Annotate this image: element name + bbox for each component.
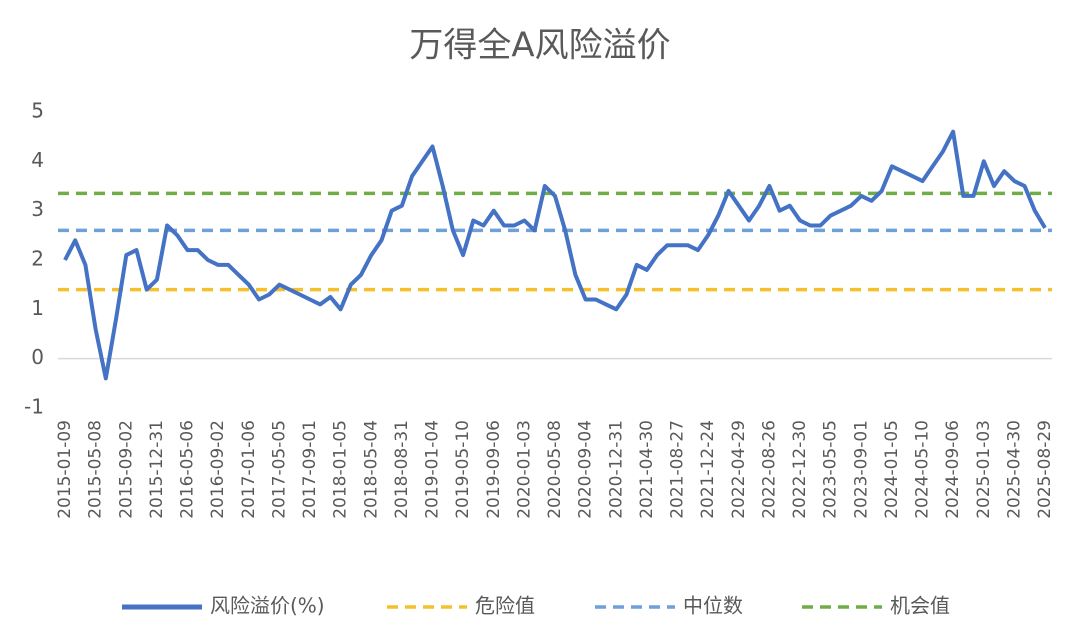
x-tick-label: 2020-09-04: [576, 420, 596, 519]
x-tick-label: 2020-12-31: [606, 420, 626, 519]
x-tick-label: 2016-05-06: [178, 420, 198, 519]
x-tick-label: 2021-12-24: [698, 420, 718, 519]
x-tick-label: 2022-08-26: [759, 420, 779, 519]
x-tick-label: 2020-05-08: [545, 420, 565, 519]
x-tick-label: 2019-05-10: [453, 420, 473, 519]
y-tick-label: 5: [31, 99, 44, 123]
x-tick-label: 2024-09-06: [943, 420, 963, 519]
chart-title: 万得全A风险溢价: [409, 26, 670, 66]
x-tick-label: 2016-09-02: [208, 420, 228, 519]
x-tick-label: 2015-12-31: [147, 420, 167, 519]
y-tick-label: 0: [31, 345, 44, 369]
x-tick-label: 2024-05-10: [913, 420, 933, 519]
data-line: [63, 129, 1047, 381]
x-tick-label: 2019-01-04: [423, 420, 443, 519]
legend-label: 危险值: [475, 594, 535, 618]
x-tick-label: 2017-05-05: [269, 420, 289, 519]
x-tick-label: 2018-01-05: [331, 420, 351, 519]
x-tick-label: 2025-01-03: [974, 420, 994, 519]
x-tick-label: 2015-01-09: [55, 420, 75, 519]
legend-label: 风险溢价(%): [210, 594, 325, 618]
x-tick-label: 2015-05-08: [86, 420, 106, 519]
y-tick-label: 1: [31, 296, 44, 320]
y-tick-label: 4: [31, 148, 44, 172]
x-tick-label: 2015-09-02: [116, 420, 136, 519]
x-tick-label: 2024-01-05: [882, 420, 902, 519]
y-tick-label: 3: [31, 197, 44, 221]
legend-label: 中位数: [683, 594, 743, 618]
x-tick-label: 2023-09-01: [851, 420, 871, 519]
x-tick-label: 2018-08-31: [392, 420, 412, 519]
x-tick-label: 2022-12-30: [790, 420, 810, 519]
x-tick-label: 2017-01-06: [239, 420, 259, 519]
y-tick-label: 2: [31, 247, 44, 271]
x-tick-label: 2018-05-04: [361, 420, 381, 519]
x-tick-label: 2023-05-05: [821, 420, 841, 519]
x-tick-label: 2025-04-30: [1004, 420, 1024, 519]
x-tick-label: 2021-08-27: [668, 420, 688, 519]
x-tick-label: 2022-04-29: [729, 420, 749, 519]
x-tick-label: 2025-08-29: [1035, 420, 1055, 519]
x-tick-label: 2020-01-03: [514, 420, 534, 519]
x-tick-label: 2021-04-30: [637, 420, 657, 519]
x-tick-label: 2019-09-06: [484, 420, 504, 519]
x-tick-label: 2017-09-01: [300, 420, 320, 519]
legend-label: 机会值: [890, 594, 950, 618]
y-tick-label: -1: [24, 395, 44, 419]
